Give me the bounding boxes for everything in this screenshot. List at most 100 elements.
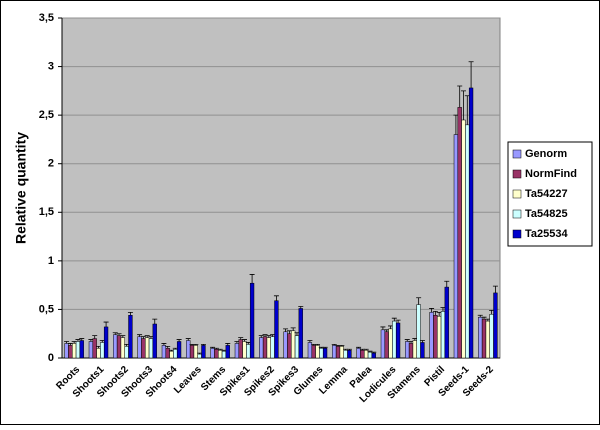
error-bar [477,314,483,318]
bar [367,351,373,359]
bar [145,337,150,359]
y-tick-label: 2,5 [39,109,54,121]
bar [440,311,446,359]
error-bar [161,343,167,346]
error-bar [290,327,296,331]
bar [92,338,97,359]
bar [388,328,393,359]
bar [176,341,182,359]
bar [461,119,466,359]
error-bar [468,61,474,88]
bar [380,329,386,359]
bar [319,348,324,359]
bar [173,349,178,359]
error-bar [356,346,362,349]
bar [465,124,470,359]
bar [169,350,174,359]
bar [141,338,146,359]
error-bar [395,319,401,324]
bar [88,341,94,359]
bar [384,331,389,359]
bar [68,345,73,359]
bar [489,314,494,359]
bar [186,340,191,359]
bar [100,342,105,359]
bar [161,345,167,359]
bar [96,348,101,359]
bar [113,334,118,359]
bar [197,353,202,359]
error-bar [210,346,216,349]
bar [311,345,316,359]
bar [453,134,459,359]
bar [291,330,296,359]
error-bar [481,316,487,320]
bar [405,341,410,359]
legend-swatch [512,229,522,239]
bar [371,352,376,359]
bar [128,315,133,359]
bar [395,322,401,359]
bar [210,348,215,359]
bar [137,336,142,359]
bar [294,335,300,359]
error-bar [419,340,425,343]
error-bar [238,337,244,340]
bar [457,107,462,359]
bar [360,349,365,359]
bar [234,343,240,359]
bar [75,341,81,359]
error-bar [176,339,182,342]
error-bar [429,308,435,313]
bar [266,337,271,359]
bar [152,323,157,359]
legend-label: NormFind [525,168,577,180]
bar [262,336,268,359]
bar [165,348,170,359]
legend-label: Genorm [525,148,567,160]
error-bar [242,339,247,342]
bar [193,345,198,359]
error-bar [140,336,146,339]
error-bar [262,334,268,337]
bar [225,345,230,359]
error-bar [322,346,328,349]
error-bar [152,318,158,324]
bar [274,300,279,359]
error-bar [200,344,206,346]
error-bar [461,90,466,120]
bar [270,336,275,359]
error-bar [75,339,81,342]
bar [218,349,223,359]
bar [246,344,251,359]
bar [116,335,122,359]
bar [444,286,449,359]
bar [339,346,344,359]
bar [416,304,421,359]
error-bar [217,348,223,351]
bar [287,333,292,359]
error-bar [79,338,85,341]
bar [493,292,498,359]
bar [420,342,425,359]
bar [201,345,206,359]
bar [478,316,483,359]
error-bar [127,311,133,316]
bar [148,338,154,359]
error-bar [307,340,313,343]
bar [79,340,84,359]
bar [322,348,328,359]
legend-box [507,141,593,247]
bar [238,339,243,359]
bar [124,346,129,359]
legend-swatch [512,189,522,199]
legend-label: Ta54825 [525,208,568,220]
legend-label: Ta54227 [525,188,568,200]
y-tick-label: 0,5 [39,303,54,315]
legend-swatch [512,209,522,219]
error-bar [416,297,422,305]
y-tick-label: 3 [48,60,54,72]
bar [259,337,264,359]
error-bar [331,344,337,346]
